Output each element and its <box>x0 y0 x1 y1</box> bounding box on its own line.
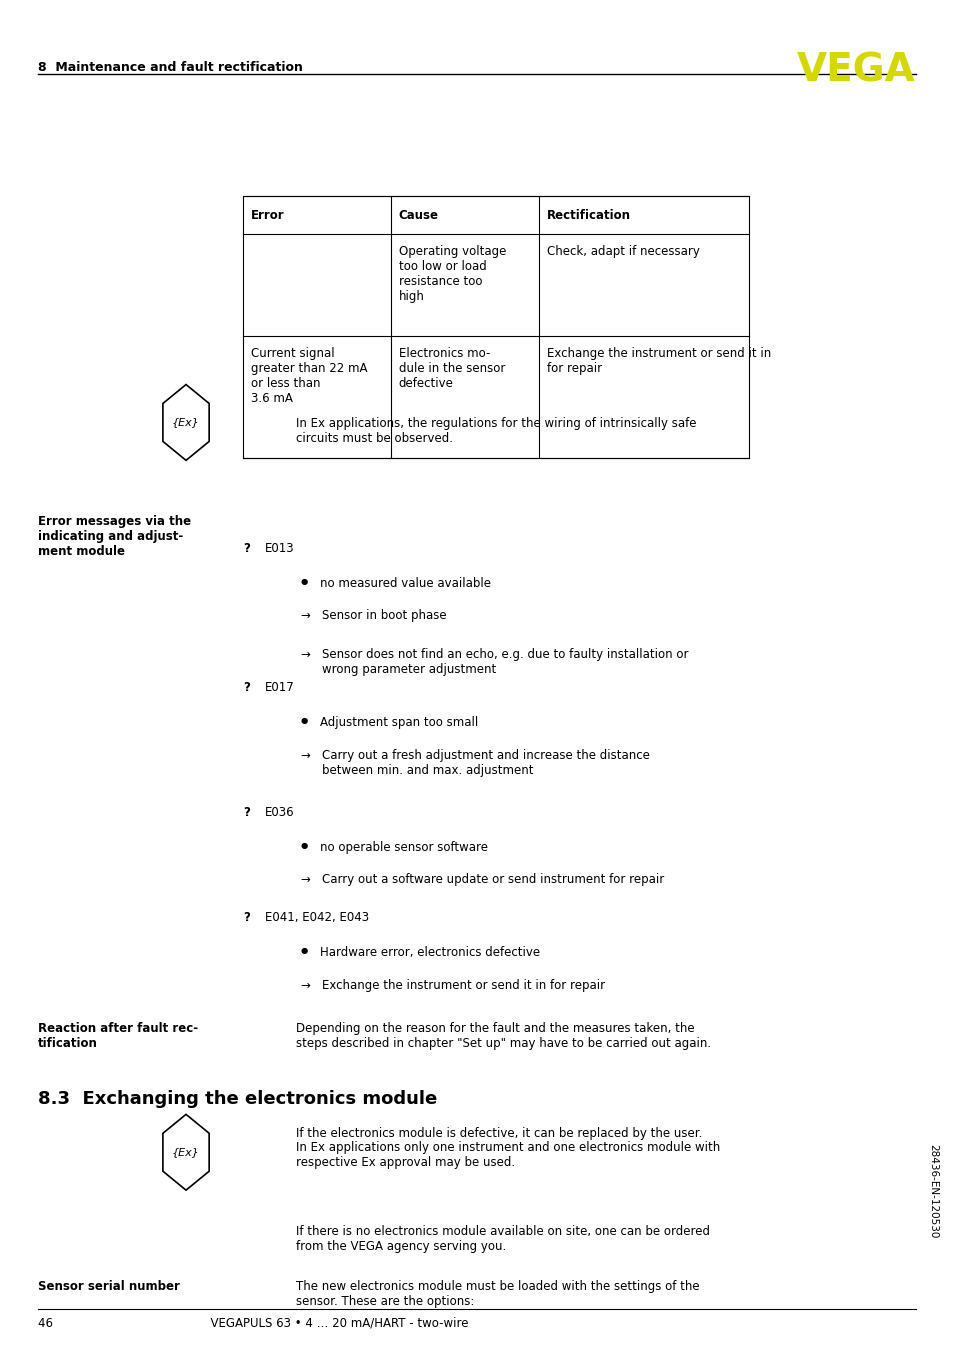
Text: The new electronics module must be loaded with the settings of the
sensor. These: The new electronics module must be loade… <box>295 1280 699 1308</box>
Text: {Ex}: {Ex} <box>172 417 200 428</box>
Text: →: → <box>300 649 310 661</box>
Text: →: → <box>300 873 310 887</box>
Text: E017: E017 <box>265 681 294 695</box>
Text: E036: E036 <box>265 806 294 819</box>
Text: ?: ? <box>243 681 250 695</box>
Text: Sensor serial number: Sensor serial number <box>38 1280 180 1293</box>
Text: 8.3  Exchanging the electronics module: 8.3 Exchanging the electronics module <box>38 1090 437 1108</box>
Text: In Ex applications only one instrument and one electronics module with
respectiv: In Ex applications only one instrument a… <box>295 1141 720 1170</box>
Text: no operable sensor software: no operable sensor software <box>319 841 487 854</box>
FancyBboxPatch shape <box>243 196 748 458</box>
Text: Operating voltage
too low or load
resistance too
high: Operating voltage too low or load resist… <box>398 245 506 303</box>
Text: Exchange the instrument or send it in
for repair: Exchange the instrument or send it in fo… <box>546 347 770 375</box>
Text: VEGA: VEGA <box>797 51 915 89</box>
Text: E013: E013 <box>265 542 294 555</box>
Text: →: → <box>300 609 310 623</box>
Text: Depending on the reason for the fault and the measures taken, the
steps describe: Depending on the reason for the fault an… <box>295 1022 710 1051</box>
Text: Current signal
greater than 22 mA
or less than
3.6 mA: Current signal greater than 22 mA or les… <box>251 347 367 405</box>
Text: If there is no electronics module available on site, one can be ordered
from the: If there is no electronics module availa… <box>295 1225 709 1254</box>
Text: ?: ? <box>243 542 250 555</box>
Text: If the electronics module is defective, it can be replaced by the user.: If the electronics module is defective, … <box>295 1127 701 1140</box>
Text: ●: ● <box>300 946 308 956</box>
Text: Check, adapt if necessary: Check, adapt if necessary <box>546 245 699 259</box>
Text: Hardware error, electronics defective: Hardware error, electronics defective <box>319 946 539 960</box>
Text: Error messages via the
indicating and adjust-
ment module: Error messages via the indicating and ad… <box>38 515 192 558</box>
Text: Error: Error <box>251 209 284 222</box>
Text: ●: ● <box>300 841 308 850</box>
Text: ?: ? <box>243 806 250 819</box>
Text: {Ex}: {Ex} <box>172 1147 200 1158</box>
Text: Exchange the instrument or send it in for repair: Exchange the instrument or send it in fo… <box>322 979 605 992</box>
Text: Carry out a software update or send instrument for repair: Carry out a software update or send inst… <box>322 873 664 887</box>
Text: E041, E042, E043: E041, E042, E043 <box>265 911 369 925</box>
Text: ●: ● <box>300 716 308 726</box>
Text: →: → <box>300 749 310 762</box>
Text: 28436-EN-120530: 28436-EN-120530 <box>927 1144 937 1239</box>
Text: Sensor in boot phase: Sensor in boot phase <box>322 609 447 623</box>
Text: →: → <box>300 979 310 992</box>
Text: Cause: Cause <box>398 209 438 222</box>
Text: Carry out a fresh adjustment and increase the distance
between min. and max. adj: Carry out a fresh adjustment and increas… <box>322 749 650 777</box>
Text: Electronics mo-
dule in the sensor
defective: Electronics mo- dule in the sensor defec… <box>398 347 505 390</box>
Text: ●: ● <box>300 577 308 586</box>
Text: Adjustment span too small: Adjustment span too small <box>319 716 477 730</box>
Text: Rectification: Rectification <box>546 209 630 222</box>
Text: 8  Maintenance and fault rectification: 8 Maintenance and fault rectification <box>38 61 303 74</box>
Text: Sensor does not find an echo, e.g. due to faulty installation or
wrong parameter: Sensor does not find an echo, e.g. due t… <box>322 649 688 676</box>
Text: In Ex applications, the regulations for the wiring of intrinsically safe
circuit: In Ex applications, the regulations for … <box>295 417 696 445</box>
Text: Reaction after fault rec-
tification: Reaction after fault rec- tification <box>38 1022 198 1051</box>
Text: no measured value available: no measured value available <box>319 577 490 590</box>
Text: ?: ? <box>243 911 250 925</box>
Text: 46                                          VEGAPULS 63 • 4 … 20 mA/HART - two-w: 46 VEGAPULS 63 • 4 … 20 mA/HART - two-w <box>38 1316 468 1330</box>
